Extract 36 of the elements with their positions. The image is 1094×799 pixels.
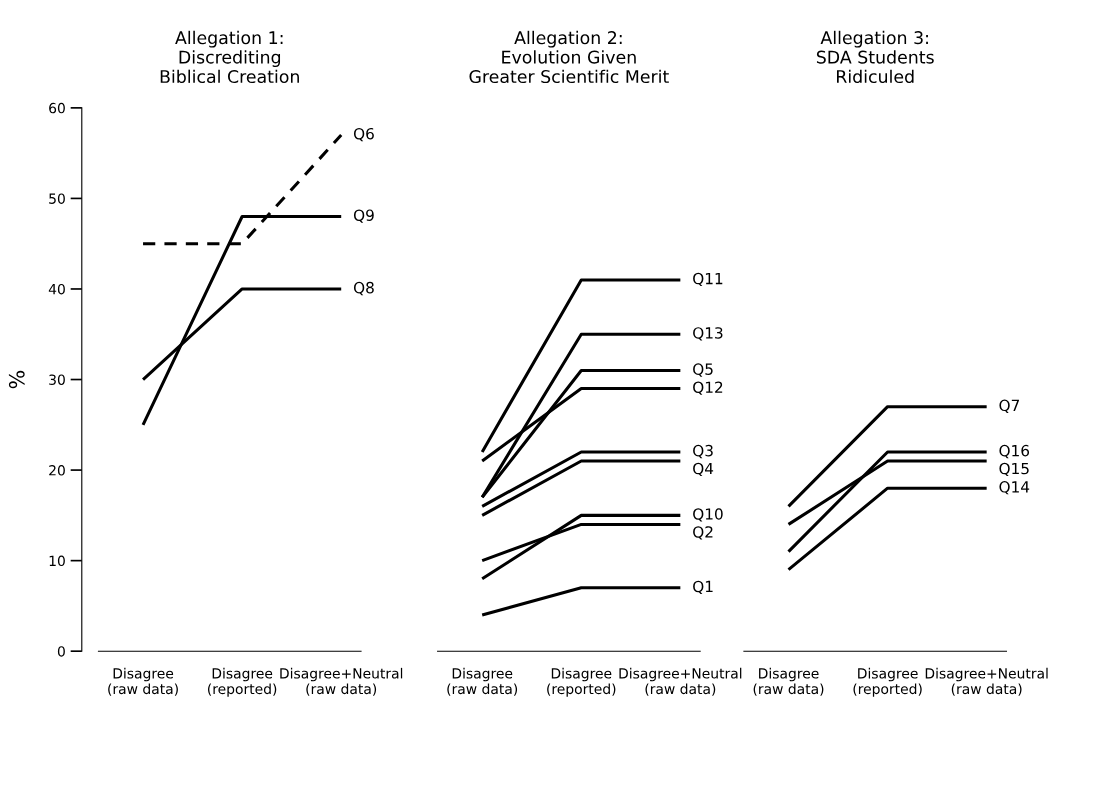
series-label: Q13 bbox=[693, 327, 723, 341]
x-tick-label: Disagree (reported) bbox=[547, 667, 616, 697]
series-label: Q2 bbox=[693, 526, 713, 540]
x-tick-label: Disagree+Neutral (raw data) bbox=[280, 667, 403, 696]
series-label: Q9 bbox=[353, 209, 374, 223]
x-tick-label: Disagree (reported) bbox=[208, 667, 277, 697]
series-label: Q15 bbox=[999, 462, 1029, 477]
series-label: Q12 bbox=[693, 381, 723, 395]
series-label: Q5 bbox=[693, 363, 713, 377]
x-tick-label: Disagree (raw data) bbox=[753, 667, 824, 696]
chart-title: Allegation 3: SDA Students Ridiculed bbox=[816, 30, 934, 84]
series-label: Q3 bbox=[693, 444, 713, 459]
chart-title: Allegation 1: Discrediting Biblical Creation bbox=[160, 30, 299, 84]
x-tick-label: Disagree (raw data) bbox=[108, 667, 178, 696]
y-axis-title: % bbox=[8, 370, 25, 389]
y-tick-label: 30 bbox=[49, 374, 65, 385]
series-label: Q16 bbox=[999, 444, 1030, 459]
series-label: Q8 bbox=[353, 281, 374, 296]
y-tick-label: 40 bbox=[48, 283, 65, 295]
x-tick-label: Disagree+Neutral (raw data) bbox=[619, 667, 742, 696]
series-label: Q10 bbox=[693, 508, 723, 522]
x-tick-label: Disagree (raw data) bbox=[447, 667, 518, 696]
series-label: Q7 bbox=[999, 399, 1019, 413]
y-tick-label: 50 bbox=[49, 193, 65, 204]
x-tick-label: Disagree+Neutral (raw data) bbox=[925, 667, 1048, 696]
series-label: Q1 bbox=[693, 580, 713, 594]
y-tick-label: 10 bbox=[49, 555, 65, 567]
y-tick-label: 0 bbox=[57, 646, 65, 657]
series-label: Q4 bbox=[693, 462, 714, 477]
chart-title: Allegation 2: Evolution Given Greater Scientific Merit bbox=[469, 30, 669, 84]
y-tick-label: 60 bbox=[49, 102, 65, 114]
x-tick-label: Disagree (reported) bbox=[853, 667, 922, 697]
series-label: Q6 bbox=[353, 127, 374, 142]
series-label: Q14 bbox=[999, 481, 1030, 495]
y-tick-label: 20 bbox=[49, 465, 65, 476]
series-label: Q11 bbox=[693, 272, 723, 287]
